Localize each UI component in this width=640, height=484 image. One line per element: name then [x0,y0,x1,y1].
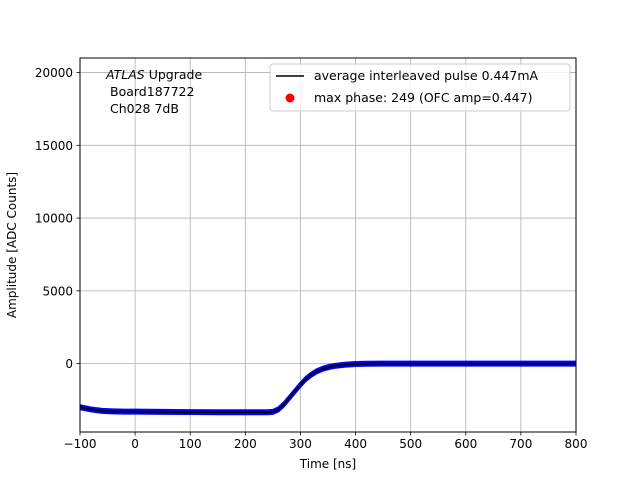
annotation-italic: ATLAS [105,67,145,82]
x-axis: −100 0 100 200 300 400 500 600 700 800 [64,432,588,451]
y-tick-label: 5000 [42,284,73,298]
annotation-line-1: ATLAS Upgrade [105,67,202,82]
y-axis: 0 5000 10000 15000 20000 [35,66,80,371]
noise-band [80,360,576,416]
legend-entry-line: average interleaved pulse 0.447mA [314,68,539,83]
x-axis-label: Time [ns] [299,457,356,471]
series-line-average-pulse [80,362,576,414]
x-tick-label: 300 [289,437,312,451]
x-tick-label: 0 [131,437,139,451]
legend-entry-marker: max phase: 249 (OFC amp=0.447) [314,90,532,105]
y-tick-label: 20000 [35,66,73,80]
annotation-suffix: Upgrade [145,67,203,82]
y-axis-label: Amplitude [ADC Counts] [5,172,19,318]
y-tick-label: 10000 [35,212,73,226]
legend-marker-swatch [285,93,295,103]
y-tick-label: 15000 [35,139,73,153]
legend-box [269,63,571,112]
plot-frame [79,57,577,433]
x-tick-label: 600 [454,437,477,451]
noise-band-area [80,360,576,416]
grid [79,58,577,432]
legend: average interleaved pulse 0.447mA max ph… [269,63,571,112]
y-tick-label: 0 [65,357,73,371]
series-lines [80,362,576,414]
annotation-line-3: Ch028 7dB [110,101,179,116]
annotation-line-2: Board187722 [110,84,194,99]
x-tick-label: 500 [399,437,422,451]
x-tick-label: −100 [64,437,97,451]
x-tick-label: 400 [344,437,367,451]
x-tick-label: 100 [179,437,202,451]
x-tick-label: 800 [565,437,588,451]
x-tick-label: 700 [509,437,532,451]
x-tick-label: 200 [234,437,257,451]
